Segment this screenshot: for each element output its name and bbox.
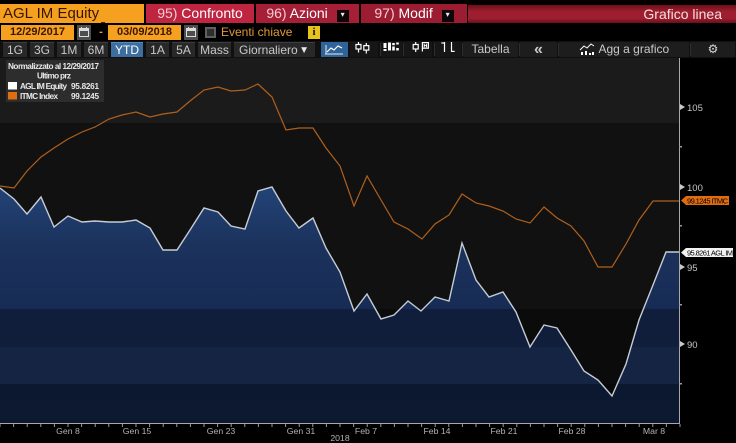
svg-text:95.8261 AGL IM: 95.8261 AGL IM xyxy=(687,248,733,257)
svg-text:Feb 14: Feb 14 xyxy=(423,426,450,436)
svg-text:Gen 15: Gen 15 xyxy=(123,426,152,436)
svg-text:Gen 31: Gen 31 xyxy=(287,426,316,436)
svg-text:Feb 21: Feb 21 xyxy=(490,426,517,436)
svg-text:ITMC Index: ITMC Index xyxy=(20,92,58,101)
svg-text:Feb 28: Feb 28 xyxy=(558,426,585,436)
svg-text:Gen 8: Gen 8 xyxy=(56,426,80,436)
svg-text:Gen 23: Gen 23 xyxy=(207,426,236,436)
svg-text:Ultimo prz: Ultimo prz xyxy=(37,72,71,81)
svg-text:105: 105 xyxy=(687,103,703,114)
svg-text:95.8261: 95.8261 xyxy=(71,82,99,91)
svg-text:AGL IM Equity: AGL IM Equity xyxy=(20,82,67,91)
svg-text:Normalizzato al 12/29/2017: Normalizzato al 12/29/2017 xyxy=(8,62,99,71)
svg-text:2018: 2018 xyxy=(330,433,349,443)
svg-text:90: 90 xyxy=(687,340,698,351)
svg-text:95: 95 xyxy=(687,263,698,274)
svg-text:Feb 7: Feb 7 xyxy=(355,426,377,436)
svg-text:Mar 8: Mar 8 xyxy=(643,426,665,436)
svg-text:99.1245: 99.1245 xyxy=(71,92,99,101)
svg-text:99.1245 ITMC: 99.1245 ITMC xyxy=(687,196,729,205)
svg-text:100: 100 xyxy=(687,183,703,194)
